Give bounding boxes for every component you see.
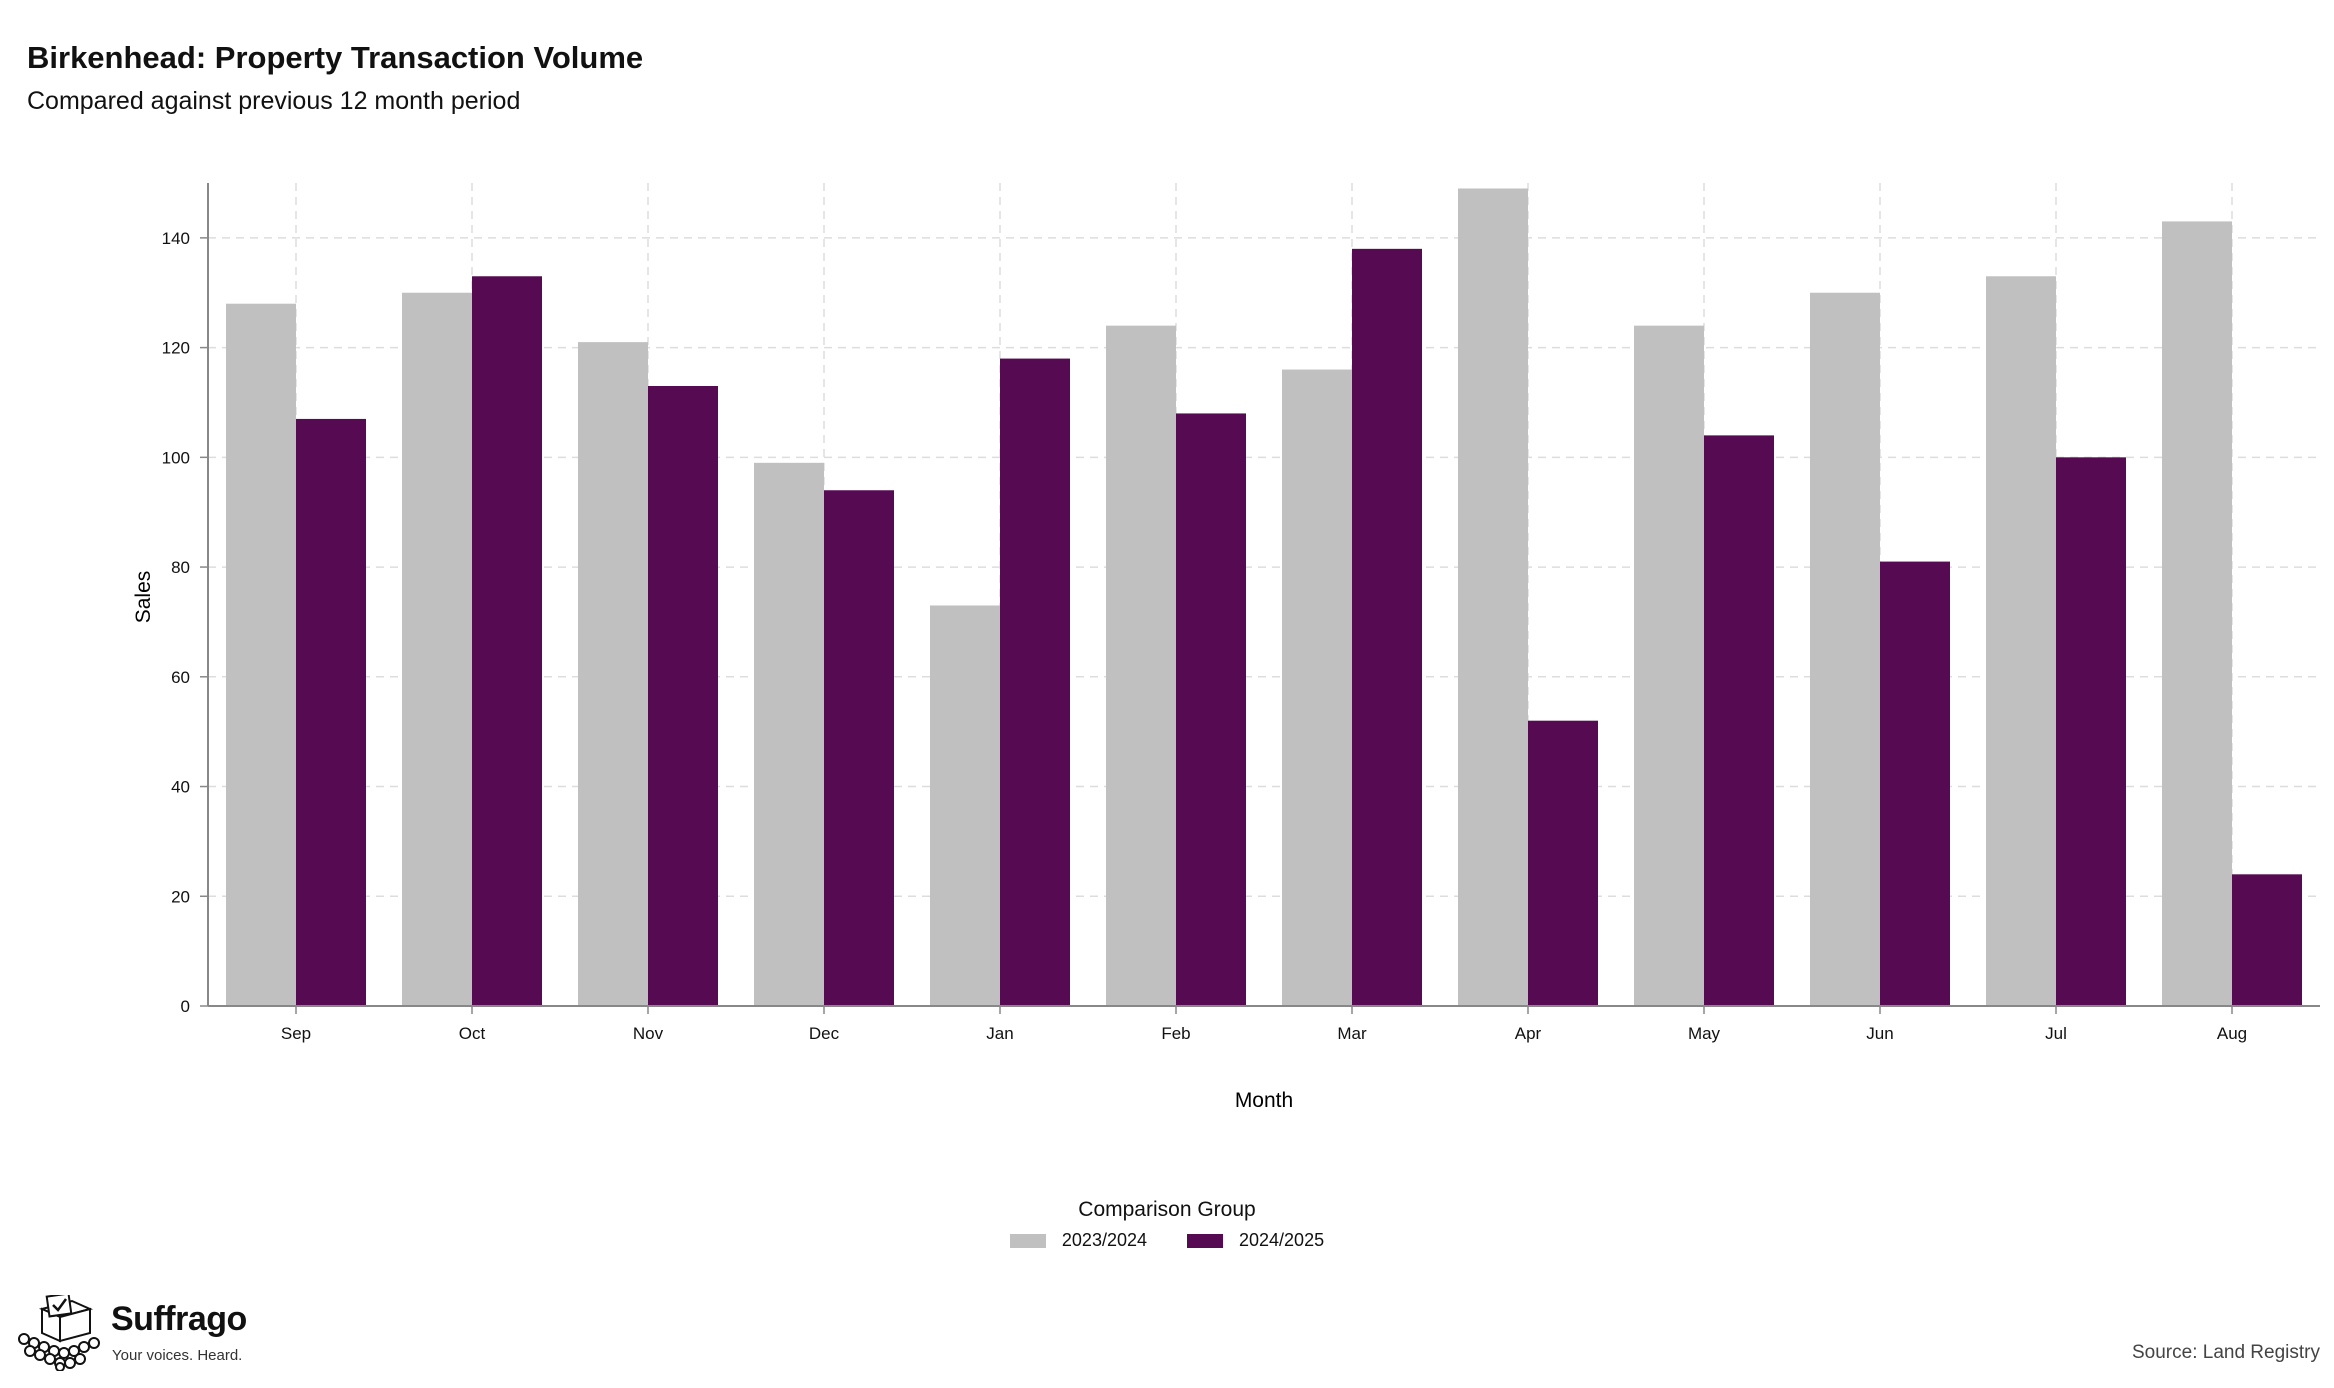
bar-2023-2024-jun: [1810, 292, 1880, 1006]
bar-2024-2025-aug: [2232, 874, 2302, 1006]
x-tick-label: Jun: [1866, 1024, 1893, 1043]
legend-label: 2023/2024: [1061, 1230, 1147, 1250]
bar-2024-2025-mar: [1352, 248, 1422, 1007]
legend-items: 2023/2024 2024/2025: [1009, 1230, 1324, 1251]
legend-swatch: [1187, 1233, 1223, 1248]
x-tick-label: Jul: [2045, 1024, 2067, 1043]
y-tick-label: 40: [171, 778, 190, 797]
x-tick-label: Sep: [281, 1024, 311, 1043]
x-axis-label: Month: [1235, 1089, 1293, 1112]
y-tick-label: 60: [171, 668, 190, 687]
y-tick-labels: 0 20 40 60 80 100 120 140: [162, 229, 208, 1016]
bars: [226, 188, 2302, 1007]
y-tick-label: 0: [181, 997, 190, 1016]
bar-2023-2024-feb: [1106, 325, 1176, 1006]
bar-2024-2025-jun: [1880, 561, 1950, 1006]
x-tick-label: Dec: [809, 1024, 840, 1043]
axes: [207, 183, 2320, 1007]
chart-title: Birkenhead: Property Transaction Volume: [27, 40, 644, 75]
y-tick-label: 100: [162, 448, 190, 467]
x-tick-label: May: [1688, 1024, 1721, 1043]
legend-swatch: [1009, 1233, 1046, 1248]
brand-logo: Suffrago Your voices. Heard.: [14, 1292, 247, 1376]
bar-2024-2025-jul: [2056, 457, 2126, 1006]
y-tick-label: 20: [171, 887, 190, 906]
bar-2023-2024-may: [1634, 325, 1704, 1006]
ballot-box-icon: [18, 1292, 100, 1372]
bar-2023-2024-sep: [226, 303, 296, 1006]
bar-2024-2025-apr: [1528, 720, 1598, 1006]
x-tick-label: Oct: [459, 1024, 486, 1043]
source-note: Source: Land Registry: [2132, 1342, 2320, 1363]
bar-2024-2025-dec: [824, 490, 894, 1007]
legend-item-2023-2024: 2023/2024: [1009, 1230, 1147, 1251]
x-tick-label: Feb: [1161, 1024, 1190, 1043]
y-tick-label: 140: [162, 229, 190, 248]
bar-2023-2024-apr: [1458, 188, 1528, 1006]
legend-item-2024-2025: 2024/2025: [1187, 1230, 1324, 1251]
bar-2024-2025-feb: [1176, 413, 1246, 1006]
y-tick-label: 120: [162, 339, 190, 358]
brand-tagline: Your voices. Heard.: [112, 1347, 243, 1364]
x-tick-label: Nov: [633, 1024, 664, 1043]
bar-2024-2025-nov: [648, 386, 718, 1006]
bar-2024-2025-sep: [296, 418, 366, 1007]
bar-2024-2025-jan: [1000, 358, 1070, 1006]
bar-2023-2024-oct: [402, 292, 472, 1006]
chart-subtitle: Compared against previous 12 month perio…: [27, 87, 521, 115]
bar-2023-2024-jan: [930, 605, 1000, 1006]
bar-2023-2024-aug: [2162, 221, 2232, 1006]
x-tick-label: Aug: [2217, 1024, 2247, 1043]
legend-label: 2024/2025: [1239, 1230, 1325, 1250]
x-tick-label: Apr: [1515, 1024, 1542, 1043]
bar-2024-2025-oct: [472, 276, 542, 1007]
bar-2024-2025-may: [1704, 435, 1774, 1006]
x-tick-label: Jan: [986, 1024, 1013, 1043]
bar-2023-2024-nov: [578, 342, 648, 1006]
bar-2023-2024-mar: [1282, 369, 1352, 1007]
bar-2023-2024-dec: [754, 462, 824, 1006]
bar-2023-2024-jul: [1986, 276, 2056, 1007]
y-axis-label: Sales: [132, 571, 155, 624]
legend-title: Comparison Group: [1078, 1198, 1256, 1221]
brand-name: Suffrago: [111, 1300, 247, 1338]
x-tick-labels: Sep Oct Nov Dec Jan Feb Mar Apr May Jun Jul Aug: [281, 1006, 2247, 1043]
x-tick-label: Mar: [1337, 1024, 1367, 1043]
legend: Comparison Group 2023/2024 2024/2025: [0, 1198, 2334, 1253]
y-tick-label: 80: [171, 558, 190, 577]
